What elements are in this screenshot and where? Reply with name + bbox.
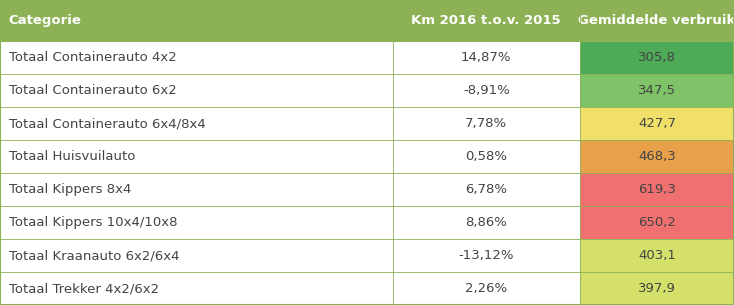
Text: -13,12%: -13,12% xyxy=(459,249,514,262)
Text: Totaal Trekker 4x2/6x2: Totaal Trekker 4x2/6x2 xyxy=(9,282,159,295)
Text: 397,9: 397,9 xyxy=(638,282,676,295)
Text: 6,78%: 6,78% xyxy=(465,183,507,196)
Bar xyxy=(580,107,734,140)
Text: 468,3: 468,3 xyxy=(638,150,676,163)
Bar xyxy=(393,107,580,140)
Bar xyxy=(0,107,393,140)
Text: 650,2: 650,2 xyxy=(638,216,676,229)
Bar xyxy=(393,140,580,173)
Text: 0,58%: 0,58% xyxy=(465,150,507,163)
Bar xyxy=(0,41,393,74)
Bar xyxy=(393,173,580,206)
Bar xyxy=(0,0,734,41)
Bar xyxy=(393,41,580,74)
Bar xyxy=(580,239,734,272)
Text: Categorie: Categorie xyxy=(9,14,81,27)
Text: 427,7: 427,7 xyxy=(638,117,676,130)
Bar xyxy=(580,272,734,305)
Bar xyxy=(0,173,393,206)
Bar xyxy=(393,239,580,272)
Text: Totaal Kraanauto 6x2/6x4: Totaal Kraanauto 6x2/6x4 xyxy=(9,249,179,262)
Bar xyxy=(0,272,393,305)
Bar xyxy=(580,173,734,206)
Text: 2,26%: 2,26% xyxy=(465,282,507,295)
Text: Totaal Containerauto 6x2: Totaal Containerauto 6x2 xyxy=(9,84,177,97)
Text: Km 2016 t.o.v. 2015: Km 2016 t.o.v. 2015 xyxy=(412,14,561,27)
Bar xyxy=(393,74,580,107)
Text: 305,8: 305,8 xyxy=(638,51,676,64)
Bar xyxy=(580,41,734,74)
Bar xyxy=(580,206,734,239)
Text: Totaal Kippers 10x4/10x8: Totaal Kippers 10x4/10x8 xyxy=(9,216,178,229)
Text: Totaal Containerauto 6x4/8x4: Totaal Containerauto 6x4/8x4 xyxy=(9,117,206,130)
Text: 619,3: 619,3 xyxy=(638,183,676,196)
Bar xyxy=(0,140,393,173)
Text: 403,1: 403,1 xyxy=(638,249,676,262)
Text: Gemiddelde verbruik: Gemiddelde verbruik xyxy=(578,14,734,27)
Bar xyxy=(0,206,393,239)
Bar xyxy=(393,272,580,305)
Text: 14,87%: 14,87% xyxy=(461,51,512,64)
Bar xyxy=(393,206,580,239)
Bar xyxy=(0,74,393,107)
Text: Totaal Containerauto 4x2: Totaal Containerauto 4x2 xyxy=(9,51,177,64)
Text: Totaal Kippers 8x4: Totaal Kippers 8x4 xyxy=(9,183,131,196)
Bar xyxy=(580,74,734,107)
Text: -8,91%: -8,91% xyxy=(463,84,509,97)
Bar xyxy=(0,239,393,272)
Bar xyxy=(580,140,734,173)
Text: 7,78%: 7,78% xyxy=(465,117,507,130)
Text: 347,5: 347,5 xyxy=(638,84,676,97)
Text: Totaal Huisvuilauto: Totaal Huisvuilauto xyxy=(9,150,135,163)
Text: 8,86%: 8,86% xyxy=(465,216,507,229)
